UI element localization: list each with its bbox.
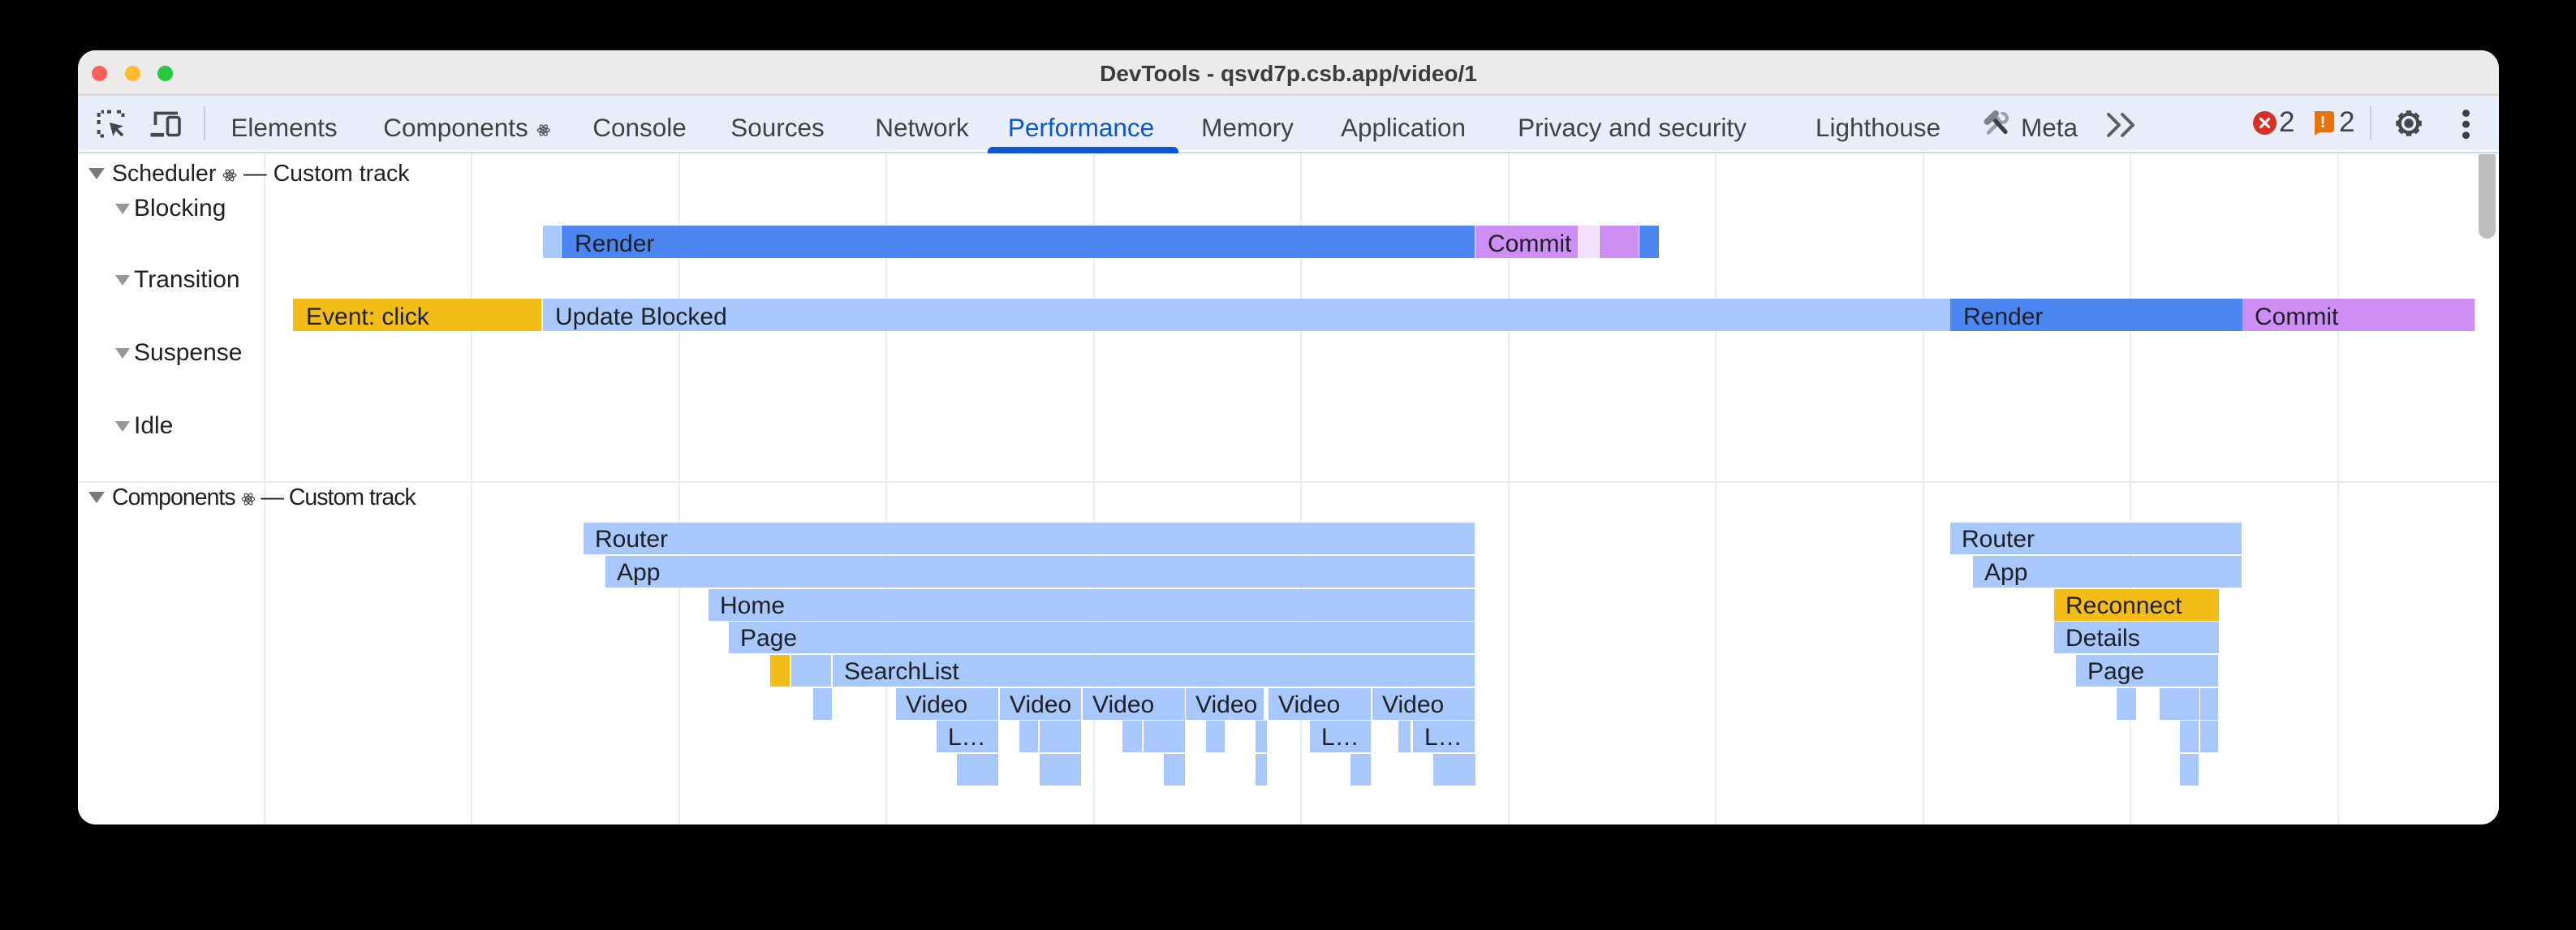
svg-text:!: ! [2320,114,2326,131]
